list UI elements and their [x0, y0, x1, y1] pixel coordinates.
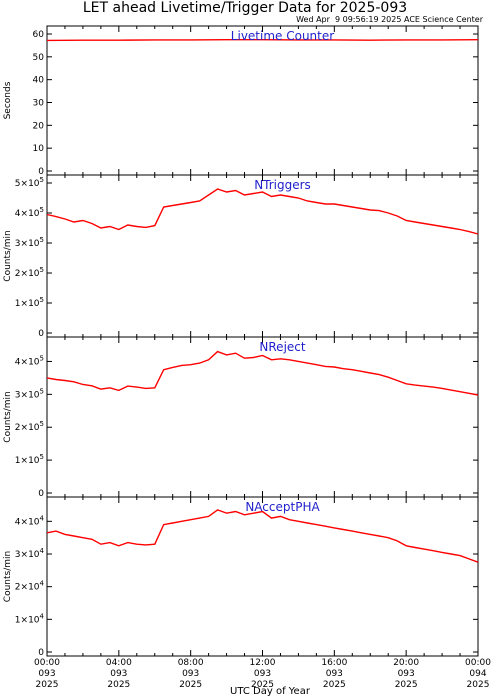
- panel-frame: [46, 336, 479, 498]
- y-axis-title: Seconds: [3, 81, 13, 119]
- y-tick-label: 4×105: [15, 206, 44, 219]
- panel-4: 0 1×104 2×104 3×104 4×104 Counts/min NAcceptPH…: [3, 496, 479, 658]
- x-tick-doy: 094: [469, 669, 486, 679]
- y-tick-label: 0: [38, 489, 44, 499]
- panel-2: 0 1×105 2×105 3×105 4×105 5×105 Counts/min NTri…: [3, 174, 479, 339]
- y-tick-label: 3×105: [15, 236, 44, 249]
- y-tick-label: 1×105: [15, 296, 44, 309]
- y-tick-label: 4×104: [15, 514, 45, 527]
- x-tick-time: 04:00: [106, 658, 132, 668]
- y-tick-label: 30: [33, 99, 45, 109]
- x-tick-year: 2025: [395, 680, 418, 690]
- panels: 0 10 20 30 40 50 60 Seconds Livetime Counter 0 1×1…: [3, 25, 479, 658]
- x-tick-time: 00:00: [465, 658, 491, 668]
- series-label: NReject: [259, 340, 305, 354]
- x-tick-doy: 093: [110, 669, 127, 679]
- y-tick-label: 5×105: [15, 176, 44, 189]
- y-tick-label: 50: [33, 53, 45, 63]
- x-tick-doy: 093: [398, 669, 415, 679]
- series-line-livetime counter: [46, 39, 479, 42]
- y-tick-label: 2×105: [15, 266, 44, 279]
- x-tick-time: 20:00: [393, 658, 419, 668]
- x-tick-time: 08:00: [178, 658, 204, 668]
- y-tick-label: 0: [38, 648, 44, 658]
- x-tick-doy: 093: [182, 669, 199, 679]
- y-tick-label: 0: [38, 167, 44, 177]
- series-line-nacceptpha: [46, 509, 479, 563]
- x-tick-year: 2025: [107, 680, 130, 690]
- panel-frame: [46, 25, 479, 176]
- x-tick-time: 12:00: [250, 658, 276, 668]
- y-axis-title: Counts/min: [3, 391, 13, 442]
- y-axis-title: Counts/min: [3, 230, 13, 281]
- x-tick-year: 2025: [36, 680, 59, 690]
- y-axis-title: Counts/min: [3, 551, 13, 602]
- x-tick-doy: 093: [254, 669, 271, 679]
- series-line-nreject: [46, 350, 479, 396]
- x-tick-year: 2025: [179, 680, 202, 690]
- y-tick-label: 0: [38, 329, 44, 339]
- panel-3: 0 1×105 2×105 3×105 4×105 Counts/min NReject: [3, 336, 479, 499]
- y-tick-label: 1×104: [15, 612, 45, 625]
- panel-frame: [46, 174, 479, 338]
- series-label: Livetime Counter: [231, 29, 334, 43]
- y-tick-label: 3×105: [15, 387, 44, 400]
- x-tick-doy: 093: [326, 669, 343, 679]
- y-tick-label: 40: [33, 76, 45, 86]
- panel-frame: [46, 496, 479, 657]
- x-axis-title: UTC Day of Year: [230, 686, 311, 697]
- x-axis-labels: 00:00093202504:00093202508:00093202512:0…: [34, 658, 491, 690]
- y-tick-label: 4×105: [15, 354, 44, 367]
- y-tick-label: 10: [33, 144, 45, 154]
- x-tick-time: 16:00: [321, 658, 347, 668]
- panel-1: 0 10 20 30 40 50 60 Seconds Livetime Counter: [3, 25, 479, 177]
- y-tick-label: 2×105: [15, 420, 44, 433]
- x-tick-time: 00:00: [34, 658, 60, 668]
- y-tick-label: 1×105: [15, 453, 44, 466]
- series-label: NTriggers: [254, 178, 311, 192]
- x-tick-year: 2025: [467, 680, 490, 690]
- timestamp-label: Wed Apr 9 09:56:19 2025 ACE Science Cent…: [296, 15, 484, 24]
- x-tick-year: 2025: [323, 680, 346, 690]
- chart-title: LET ahead Livetime/Trigger Data for 2025…: [83, 0, 407, 16]
- y-tick-label: 20: [33, 121, 45, 131]
- y-tick-label: 3×104: [15, 547, 45, 560]
- series-line-ntriggers: [46, 188, 479, 235]
- x-tick-doy: 093: [38, 669, 55, 679]
- y-tick-label: 60: [33, 30, 45, 40]
- y-tick-label: 2×104: [15, 580, 45, 593]
- x-tick-year: 2025: [251, 680, 274, 690]
- series-label: NAcceptPHA: [245, 500, 320, 514]
